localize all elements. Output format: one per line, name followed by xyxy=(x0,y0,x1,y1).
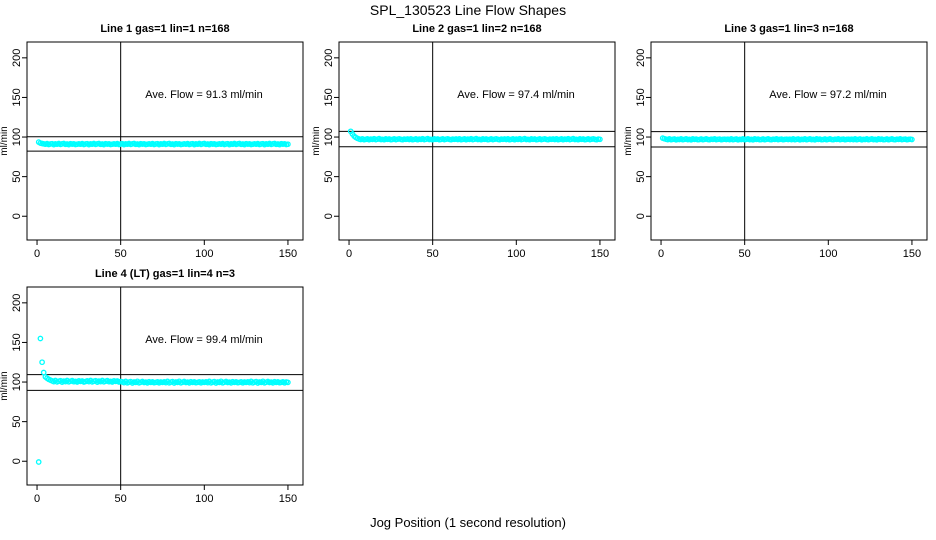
svg-text:200: 200 xyxy=(635,49,647,67)
axes: 0 50 100 150 0 50 100 150 200 xyxy=(635,42,927,260)
svg-text:0: 0 xyxy=(34,493,40,505)
svg-text:50: 50 xyxy=(323,171,335,183)
svg-text:200: 200 xyxy=(11,294,23,312)
y-axis-label: ml/min xyxy=(312,126,322,155)
plot-box xyxy=(26,286,304,486)
x-axis-label: Jog Position (1 second resolution) xyxy=(370,515,566,530)
figure-title: SPL_130523 Line Flow Shapes xyxy=(369,2,567,18)
data-points xyxy=(347,128,603,143)
svg-text:50: 50 xyxy=(115,493,127,505)
ave-flow-annotation: Ave. Flow = 97.4 ml/min xyxy=(457,89,574,101)
svg-text:0: 0 xyxy=(346,248,352,260)
panel-title: Line 1 gas=1 lin=1 n=168 xyxy=(100,23,229,35)
svg-text:0: 0 xyxy=(635,213,647,219)
svg-text:50: 50 xyxy=(635,171,647,183)
data-points xyxy=(35,139,291,148)
svg-text:0: 0 xyxy=(34,248,40,260)
plot-panel-line-1: Line 1 gas=1 lin=1 n=168 0 50 100 150 0 50 100… xyxy=(0,18,312,265)
y-axis-label: ml/min xyxy=(0,371,10,400)
ave-flow-annotation: Ave. Flow = 91.3 ml/min xyxy=(145,89,262,101)
svg-text:100: 100 xyxy=(11,128,23,146)
svg-text:50: 50 xyxy=(427,248,439,260)
svg-text:150: 150 xyxy=(903,248,921,260)
axes: 0 50 100 150 0 50 100 150 200 xyxy=(11,42,303,260)
svg-text:100: 100 xyxy=(11,373,23,391)
plot-panel-line-4: Line 4 (LT) gas=1 lin=4 n=3 0 50 100 150 0 50… xyxy=(0,263,312,510)
svg-text:100: 100 xyxy=(323,128,335,146)
scatter-plot-line-3: Line 3 gas=1 lin=3 n=168 0 50 100 150 0 50 100… xyxy=(624,23,928,260)
panel-title: Line 2 gas=1 lin=2 n=168 xyxy=(412,23,541,35)
plot-panel-line-3: Line 3 gas=1 lin=3 n=168 0 50 100 150 0 50 100… xyxy=(624,18,936,265)
svg-text:0: 0 xyxy=(11,458,23,464)
svg-text:150: 150 xyxy=(591,248,609,260)
svg-text:50: 50 xyxy=(115,248,127,260)
axes: 0 50 100 150 0 50 100 150 200 xyxy=(323,42,615,260)
svg-text:150: 150 xyxy=(635,88,647,106)
ave-flow-annotation: Ave. Flow = 99.4 ml/min xyxy=(145,334,262,346)
scatter-plot-line-1: Line 1 gas=1 lin=1 n=168 0 50 100 150 0 50 100… xyxy=(0,23,304,260)
plot-panel-line-2: Line 2 gas=1 lin=2 n=168 0 50 100 150 0 50 100… xyxy=(312,18,624,265)
svg-text:50: 50 xyxy=(739,248,751,260)
panel-title: Line 4 (LT) gas=1 lin=4 n=3 xyxy=(95,268,235,280)
y-axis-label: ml/min xyxy=(624,126,634,155)
svg-text:150: 150 xyxy=(323,88,335,106)
data-points xyxy=(35,335,291,465)
svg-text:150: 150 xyxy=(279,248,297,260)
plot-box xyxy=(26,41,304,241)
svg-text:100: 100 xyxy=(635,128,647,146)
y-axis-label: ml/min xyxy=(0,126,10,155)
svg-text:100: 100 xyxy=(195,248,213,260)
scatter-plot-line-4: Line 4 (LT) gas=1 lin=4 n=3 0 50 100 150 0 50… xyxy=(0,268,304,505)
plot-box xyxy=(650,41,928,241)
svg-text:200: 200 xyxy=(11,49,23,67)
data-points xyxy=(659,135,915,143)
svg-text:0: 0 xyxy=(658,248,664,260)
svg-text:50: 50 xyxy=(11,171,23,183)
svg-text:50: 50 xyxy=(11,416,23,428)
svg-text:100: 100 xyxy=(819,248,837,260)
svg-text:150: 150 xyxy=(11,88,23,106)
svg-text:0: 0 xyxy=(11,213,23,219)
svg-text:100: 100 xyxy=(507,248,525,260)
svg-text:150: 150 xyxy=(279,493,297,505)
svg-text:100: 100 xyxy=(195,493,213,505)
plot-box xyxy=(338,41,616,241)
ave-flow-annotation: Ave. Flow = 97.2 ml/min xyxy=(769,89,886,101)
scatter-plot-line-2: Line 2 gas=1 lin=2 n=168 0 50 100 150 0 50 100… xyxy=(312,23,616,260)
svg-text:150: 150 xyxy=(11,333,23,351)
svg-text:0: 0 xyxy=(323,213,335,219)
panel-title: Line 3 gas=1 lin=3 n=168 xyxy=(724,23,853,35)
axes: 0 50 100 150 0 50 100 150 200 xyxy=(11,287,303,505)
svg-text:200: 200 xyxy=(323,49,335,67)
